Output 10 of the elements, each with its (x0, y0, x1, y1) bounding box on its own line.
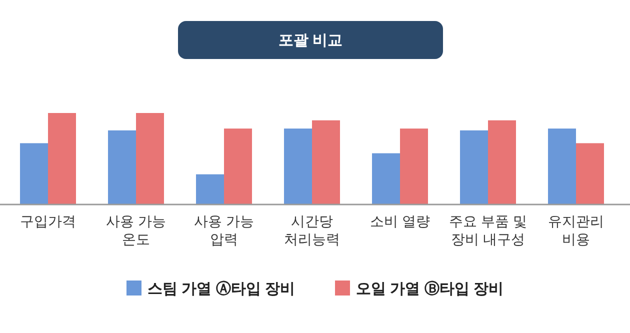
x-tick-label: 사용 가능 압력 (194, 213, 254, 247)
x-tick-label: 구입가격 (20, 213, 76, 229)
x-tick-label: 유지관리 비용 (548, 213, 604, 247)
legend-label: 스팀 가열 Ⓐ타입 장비 (147, 280, 295, 298)
chart-title: 포괄 비교 (278, 32, 343, 49)
x-tick-label: 사용 가능 온도 (106, 213, 166, 247)
x-tick-label: 주요 부품 및 장비 내구성 (449, 213, 527, 247)
x-tick-label: 소비 열량 (370, 213, 430, 229)
legend-label: 오일 가열 Ⓑ타입 장비 (356, 280, 504, 298)
x-tick-label: 시간당 처리능력 (284, 213, 340, 247)
